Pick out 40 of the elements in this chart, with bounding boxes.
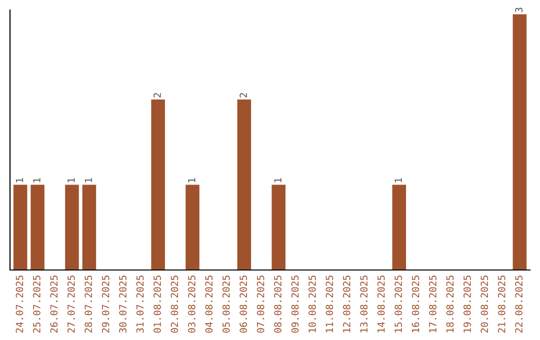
data-label: 2	[240, 93, 247, 98]
data-label: 1	[68, 178, 75, 182]
x-tick-label: 12.08.2025	[342, 276, 350, 332]
x-tick-label: 22.08.2025	[515, 276, 523, 333]
x-tick-label: 05.08.2025	[222, 276, 230, 333]
x-tick-label: 10.08.2025	[308, 276, 316, 332]
data-label: 1	[394, 178, 402, 182]
x-tick-label: 11.08.2025	[326, 276, 334, 332]
x-tick-label: 02.08.2025	[170, 276, 178, 333]
x-tick-label: 09.08.2025	[291, 276, 299, 333]
x-tick-label: 31.07.2025	[136, 276, 144, 333]
x-tick-label: 01.08.2025	[154, 276, 161, 333]
x-tick-label: 28.07.2025	[84, 276, 92, 333]
x-tick-label: 29.07.2025	[102, 276, 110, 333]
x-tick-label: 26.07.2025	[50, 276, 58, 333]
data-label: 1	[274, 178, 282, 182]
x-tick-label: 25.07.2025	[33, 276, 40, 333]
x-tick-label: 21.08.2025	[498, 276, 506, 333]
x-tick-label: 08.08.2025	[274, 276, 282, 333]
x-tick-label: 16.08.2025	[412, 276, 420, 332]
data-label: 1	[16, 178, 24, 182]
x-tick-label: 19.08.2025	[464, 276, 471, 332]
x-tick-label: 30.07.2025	[119, 276, 126, 333]
x-tick-label: 15.08.2025	[394, 276, 402, 332]
data-label: 2	[154, 93, 161, 98]
data-label: 1	[33, 178, 40, 182]
x-tick-label: 03.08.2025	[188, 276, 196, 333]
x-tick-label: 18.08.2025	[446, 276, 454, 332]
data-label: 1	[188, 178, 196, 182]
x-tick-label: 14.08.2025	[377, 276, 385, 332]
x-tick-label: 04.08.2025	[205, 276, 213, 333]
x-tick-label: 20.08.2025	[480, 276, 488, 333]
x-tick-label: 13.08.2025	[360, 276, 368, 332]
x-tick-label: 07.08.2025	[256, 276, 264, 333]
x-tick-label: 17.08.2025	[429, 276, 436, 332]
x-tick-label: 27.07.2025	[67, 276, 75, 333]
data-label: 3	[515, 8, 523, 12]
data-label: 1	[84, 178, 92, 182]
x-tick-label: 06.08.2025	[240, 276, 248, 333]
x-tick-label: 24.07.2025	[16, 276, 24, 333]
